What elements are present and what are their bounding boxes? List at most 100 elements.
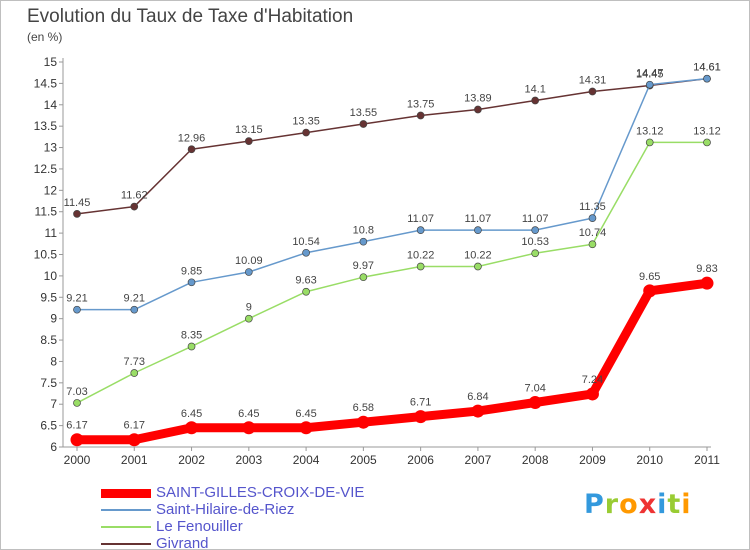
data-point <box>700 276 714 290</box>
data-label: 12.96 <box>178 132 206 144</box>
data-label: 6.45 <box>238 408 259 420</box>
legend-swatch <box>101 526 151 528</box>
line-chart: 6 6.5 7 7.5 8 8.5 9 9.5 10 10.5 11 11.5 12 12.5 13 13.5… <box>34 55 721 467</box>
series-3 <box>73 74 711 218</box>
y-tick-label: 6 <box>50 440 57 454</box>
data-label: 9.21 <box>66 293 87 305</box>
y-tick-label: 14.5 <box>34 76 58 90</box>
y-tick-label: 13 <box>44 141 58 155</box>
data-point <box>416 226 425 234</box>
data-point <box>187 145 196 154</box>
data-label: 13.12 <box>636 125 664 137</box>
data-label: 6.45 <box>181 408 202 420</box>
data-point <box>588 87 597 96</box>
x-tick-label: 2005 <box>350 453 377 467</box>
data-point <box>130 369 139 377</box>
data-label: 11.45 <box>64 197 91 209</box>
data-point <box>414 410 428 424</box>
data-point <box>356 415 370 429</box>
data-point <box>302 287 310 296</box>
y-tick-label: 6.5 <box>40 419 57 433</box>
data-label: 13.12 <box>693 125 721 137</box>
y-tick-label: 8 <box>50 354 57 368</box>
data-label: 13.75 <box>407 98 435 110</box>
data-label: 6.71 <box>410 397 431 409</box>
data-point <box>474 226 482 234</box>
data-point <box>645 138 654 147</box>
data-point <box>585 387 599 401</box>
legend-swatch <box>101 488 151 498</box>
data-point <box>302 128 310 137</box>
data-point <box>359 273 368 282</box>
data-label: 7.04 <box>524 383 545 395</box>
logo-letter: i <box>681 489 692 520</box>
y-tick-label: 10.5 <box>34 248 58 262</box>
series-line <box>72 278 712 445</box>
data-label: 13.55 <box>350 107 378 119</box>
data-point <box>185 421 199 435</box>
legend-label: Saint-Hilaire-de-Riez <box>156 501 295 518</box>
logo-letter: r <box>604 489 620 520</box>
y-tick-label: 11 <box>45 226 58 240</box>
data-point <box>643 284 657 298</box>
data-point <box>531 96 540 105</box>
x-tick-label: 2002 <box>178 453 205 467</box>
legend-label: SAINT-GILLES-CROIX-DE-VIE <box>156 484 365 501</box>
data-label: 10.54 <box>292 236 320 248</box>
data-point <box>703 74 711 83</box>
data-point <box>244 268 253 276</box>
data-label: 13.89 <box>464 92 492 104</box>
y-tick-label: 9.5 <box>40 290 57 304</box>
data-point <box>588 214 597 222</box>
data-label: 7.73 <box>124 356 145 368</box>
x-tick-label: 2000 <box>64 453 91 467</box>
data-point <box>130 305 139 314</box>
data-point <box>359 120 368 128</box>
x-tick-label: 2008 <box>522 453 549 467</box>
x-tick-label: 2004 <box>293 453 320 467</box>
data-point <box>244 314 253 323</box>
x-tick-label: 2011 <box>694 453 720 467</box>
x-tick-label: 2003 <box>235 453 262 467</box>
data-label: 11.07 <box>407 213 434 225</box>
data-point <box>302 248 310 257</box>
data-label: 10.09 <box>235 255 263 267</box>
x-tick-label: 2010 <box>636 453 663 467</box>
data-point <box>531 226 540 234</box>
y-tick-label: 12.5 <box>34 162 58 176</box>
data-label: 6.17 <box>66 420 87 432</box>
x-tick-label: 2001 <box>121 453 148 467</box>
data-point <box>70 433 84 447</box>
data-label: 6.45 <box>295 408 316 420</box>
data-label: 10.74 <box>579 227 607 239</box>
y-tick-label: 14 <box>44 98 58 112</box>
data-label: 8.35 <box>181 329 202 341</box>
y-tick-label: 8.5 <box>40 333 57 347</box>
y-tick-label: 7.5 <box>40 376 57 390</box>
data-label: 9.83 <box>696 263 717 275</box>
series-1 <box>73 74 711 314</box>
data-point <box>645 80 654 89</box>
data-point <box>73 305 81 314</box>
data-label: 11.62 <box>121 190 148 202</box>
chart-title: Evolution du Taux de Taxe d'Habitation <box>27 6 354 27</box>
data-label: 10.53 <box>521 236 549 248</box>
series-0 <box>70 276 714 447</box>
data-label: 13.35 <box>292 116 320 128</box>
y-tick-label: 12 <box>44 183 58 197</box>
data-label: 6.84 <box>467 391 488 403</box>
data-point <box>299 421 313 435</box>
logo-letter: i <box>657 489 668 520</box>
data-label: 10.22 <box>407 249 435 261</box>
data-label: 13.15 <box>235 124 263 136</box>
data-label: 14.45 <box>636 69 664 81</box>
x-tick-label: 2006 <box>407 453 434 467</box>
data-point <box>531 249 540 258</box>
logo-letter: P <box>584 489 605 520</box>
data-label: 14.61 <box>693 62 721 74</box>
data-label: 14.31 <box>579 75 607 87</box>
y-tick-label: 7 <box>50 397 57 411</box>
data-label: 9.21 <box>124 293 145 305</box>
logo-letter: t <box>667 489 682 520</box>
data-point <box>127 433 141 447</box>
